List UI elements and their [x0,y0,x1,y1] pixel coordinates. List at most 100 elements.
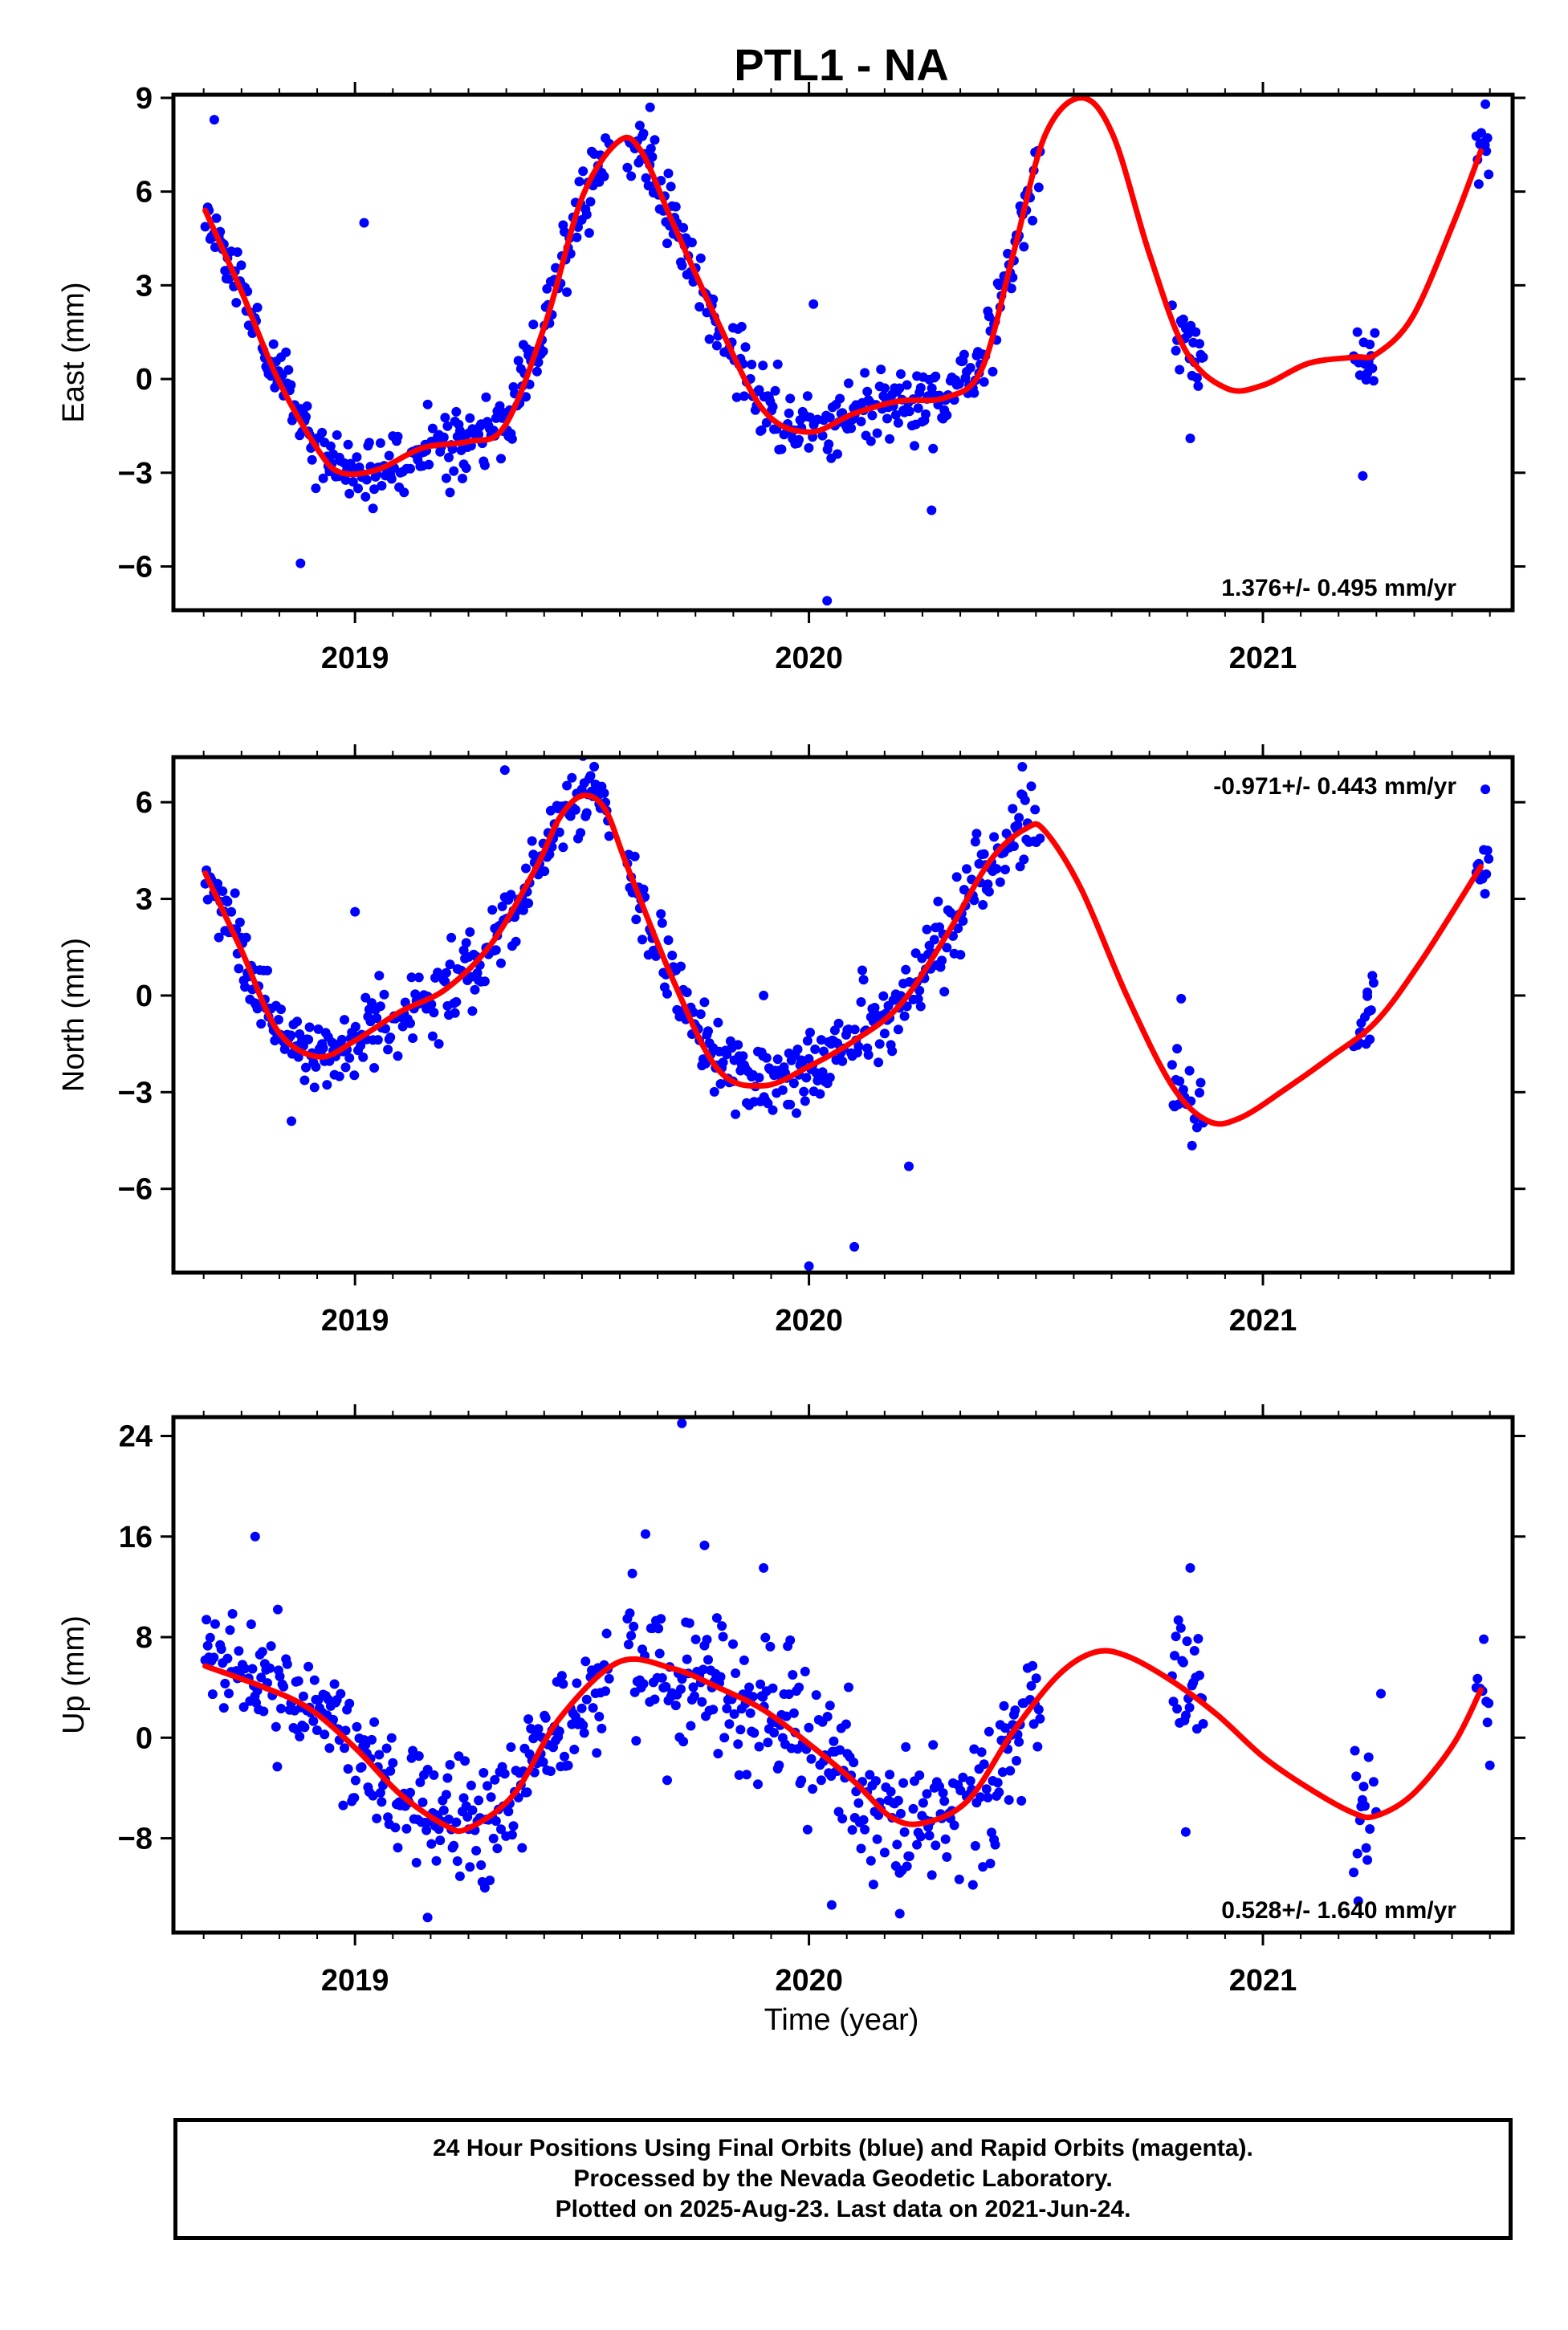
data-point [922,1789,932,1799]
data-point [1367,971,1378,981]
data-point [1362,1855,1373,1865]
data-point [470,984,480,995]
data-point [445,487,455,498]
data-point [1353,1896,1363,1906]
data-point [527,836,537,846]
data-point [375,1787,385,1798]
data-point [522,1787,532,1798]
data-point [474,1795,484,1806]
data-point [874,1057,884,1068]
data-point [298,1691,308,1701]
data-point [678,1737,689,1747]
data-point [492,1843,503,1854]
data-point [467,1006,478,1016]
data-point [1016,1795,1027,1806]
data-point [1028,1719,1039,1729]
data-point [1366,1005,1376,1016]
data-point [656,909,666,919]
data-point [252,303,263,312]
data-point [1365,1034,1375,1045]
data-point [769,1728,780,1738]
data-point [922,924,932,935]
data-point [704,334,715,344]
data-point [231,298,242,308]
data-point [908,1803,918,1814]
data-point [990,1839,1000,1850]
data-point [694,302,705,312]
data-point [581,210,592,220]
data-point [589,761,600,772]
y-axis-label: East (mm) [57,282,91,422]
data-point [1187,1140,1197,1151]
data-point [517,1843,527,1853]
data-point [508,1821,519,1831]
data-point [440,976,450,987]
data-point [1193,1634,1203,1644]
data-point [747,360,757,369]
data-point [444,1815,454,1824]
data-point [686,238,697,247]
data-point [1026,781,1037,792]
data-point [462,1811,473,1822]
data-point [678,222,689,233]
data-point [497,901,507,911]
data-point [585,197,596,207]
data-point [293,1052,303,1062]
data-point [1019,242,1029,252]
data-point [580,1656,591,1667]
data-point [209,115,219,125]
data-point [882,413,892,424]
data-point [816,1775,826,1786]
data-point [708,1705,719,1715]
data-point [399,487,409,498]
data-point [761,418,772,428]
y-tick-label: 3 [136,269,153,303]
data-point [808,1784,818,1794]
data-point [374,971,385,981]
data-point [377,481,387,491]
data-point [871,1776,881,1786]
data-point [796,1775,807,1786]
data-point [937,955,947,966]
data-point [914,985,925,996]
data-point [682,988,692,997]
data-point [385,1033,396,1042]
data-point [358,1052,369,1062]
data-point [887,1046,898,1057]
y-tick-label: 0 [136,1721,153,1755]
data-point [424,459,434,470]
chart-title: PTL1 - NA [734,39,949,90]
data-point [218,886,228,896]
data-point [485,1876,495,1885]
data-point [724,1719,735,1729]
data-point [799,1086,809,1097]
data-point [688,1682,698,1693]
data-point [829,1736,839,1746]
data-point [876,365,886,375]
data-point [638,884,649,894]
data-point [667,951,678,960]
data-point [784,408,794,418]
data-point [374,1750,385,1760]
data-point [874,1039,885,1049]
data-point [1352,327,1362,337]
y-tick-label: 8 [136,1621,153,1655]
data-point [554,827,564,837]
data-point [954,1874,964,1884]
data-point [344,1698,355,1709]
data-point [1198,352,1208,362]
data-point [979,377,989,387]
data-point [776,444,787,454]
data-point [461,463,471,473]
data-point [286,1030,296,1041]
data-point [634,120,645,131]
data-point [576,1703,587,1713]
data-point [728,1639,738,1649]
data-point [915,1831,926,1842]
data-point [220,1678,230,1688]
data-point [202,1640,213,1651]
data-point [754,385,764,395]
data-point [1172,1704,1183,1714]
data-point [759,1562,769,1573]
data-point [542,283,552,294]
